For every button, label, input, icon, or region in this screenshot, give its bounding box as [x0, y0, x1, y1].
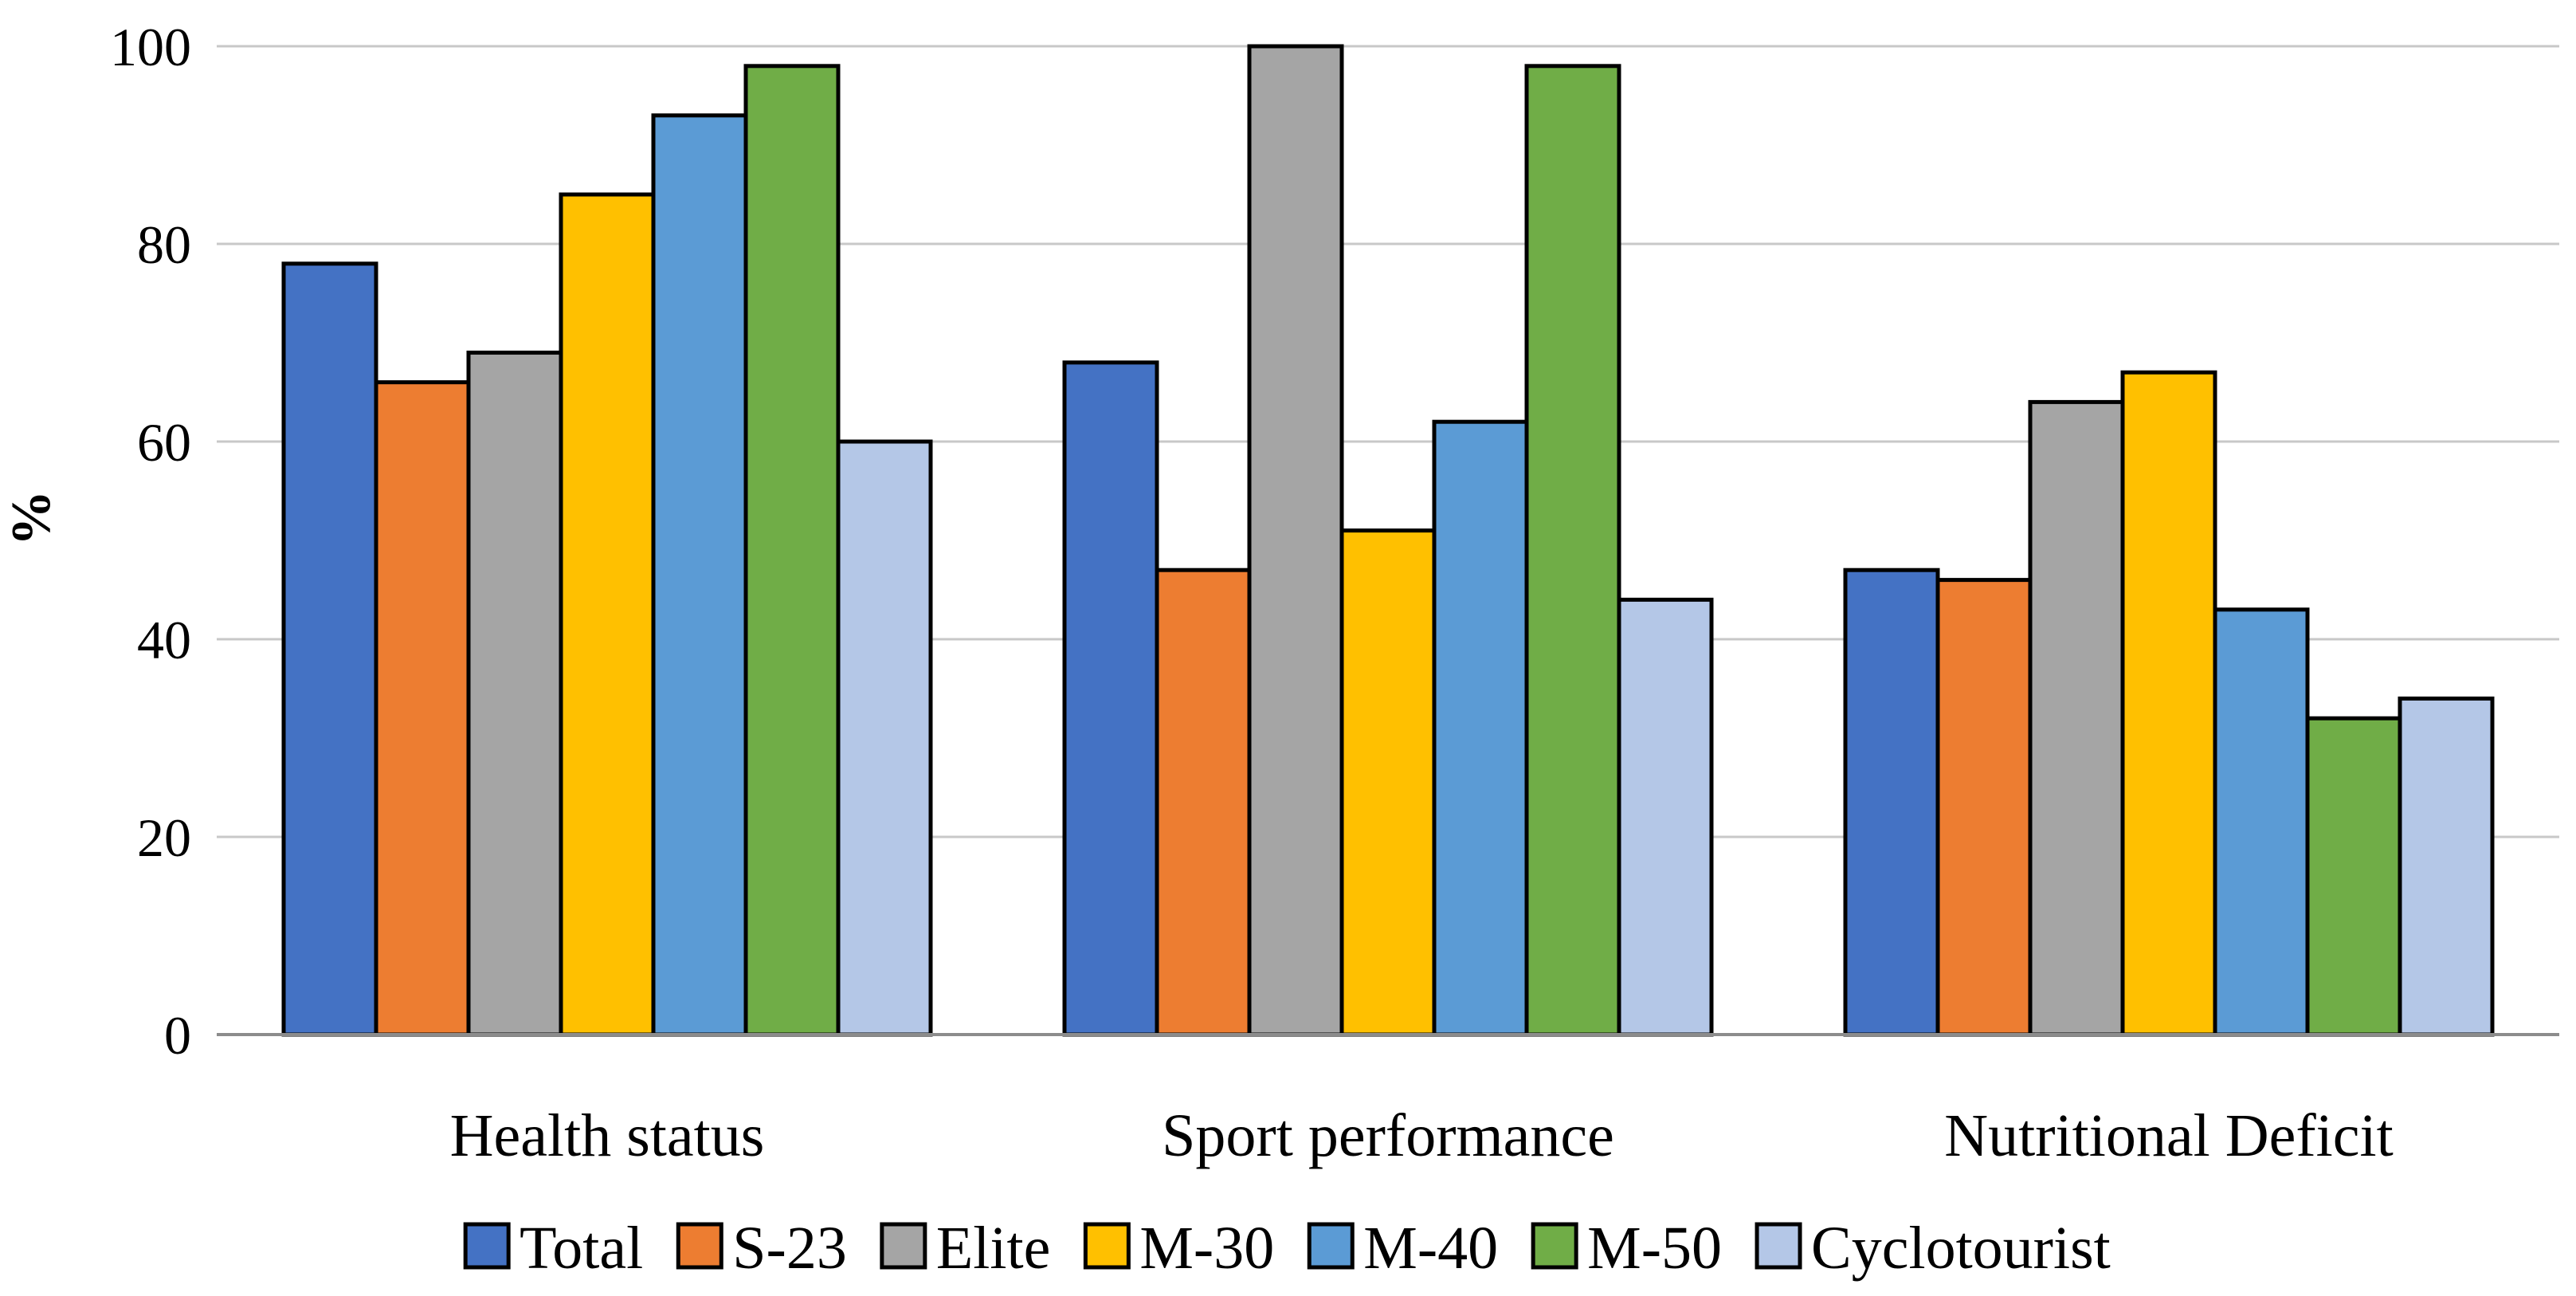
bar-s-23-2: [1155, 567, 1252, 1037]
legend-item: M-30: [1083, 1215, 1274, 1282]
bar-m-30-3: [2120, 370, 2217, 1037]
bar-cyclotourist-3: [2398, 696, 2495, 1037]
x-axis-categories: Health status Sport performance Nutritiona…: [450, 1102, 2394, 1169]
bar-m-50-3: [2305, 716, 2402, 1037]
legend-swatch: [1307, 1222, 1355, 1270]
bar-m-40-1: [651, 113, 748, 1037]
legend-label: M-30: [1139, 1215, 1274, 1282]
bar-elite-3: [2028, 399, 2125, 1037]
x-category-label: Health status: [450, 1102, 765, 1169]
bars: [281, 44, 2495, 1037]
legend-item: S-23: [676, 1215, 847, 1282]
y-axis-ticks: 0 20 40 60 80 100: [110, 17, 191, 1066]
legend-item: Elite: [880, 1215, 1051, 1282]
bar-cyclotourist-2: [1617, 597, 1714, 1037]
legend-swatch: [463, 1222, 511, 1270]
legend-label: S-23: [732, 1215, 847, 1282]
legend-item: M-50: [1531, 1215, 1722, 1282]
bar-total-1: [281, 261, 378, 1037]
legend-item: Cyclotourist: [1755, 1215, 2111, 1282]
legend-label: M-40: [1363, 1215, 1498, 1282]
bar-total-3: [1843, 567, 1940, 1037]
bar-cyclotourist-1: [836, 439, 933, 1037]
y-tick-label: 0: [164, 1005, 191, 1066]
bar-m-50-2: [1524, 64, 1621, 1037]
bar-elite-1: [466, 350, 563, 1037]
legend-item: Total: [463, 1215, 643, 1282]
legend-swatch: [1083, 1222, 1131, 1270]
bar-s-23-3: [1935, 578, 2033, 1037]
legend-item: M-40: [1307, 1215, 1498, 1282]
bar-m-30-2: [1339, 528, 1437, 1037]
y-tick-label: 40: [137, 610, 191, 670]
legend-swatch: [1755, 1222, 1802, 1270]
y-tick-label: 100: [110, 17, 191, 77]
bar-m-40-3: [2213, 607, 2310, 1037]
legend-swatch: [1531, 1222, 1578, 1270]
y-axis-label: %: [1, 490, 62, 546]
legend-label: Cyclotourist: [1811, 1215, 2111, 1282]
legend-swatch: [676, 1222, 723, 1270]
legend-label: M-50: [1587, 1215, 1722, 1282]
legend-label: Elite: [936, 1215, 1051, 1282]
bar-total-2: [1062, 360, 1159, 1037]
bar-m-40-2: [1432, 419, 1529, 1037]
y-tick-label: 60: [137, 412, 191, 473]
y-tick-label: 80: [137, 214, 191, 275]
legend-label: Total: [520, 1215, 643, 1282]
y-tick-label: 20: [137, 807, 191, 868]
bar-elite-2: [1247, 44, 1344, 1037]
bar-m-50-1: [743, 64, 841, 1037]
bar-m-30-1: [559, 192, 656, 1037]
legend-swatch: [880, 1222, 927, 1270]
x-category-label: Sport performance: [1162, 1102, 1614, 1169]
bar-s-23-1: [374, 380, 471, 1037]
legend: Total S-23 Elite M-30 M-40 M-50 Cyclotourist: [463, 1215, 2111, 1282]
x-category-label: Nutritional Deficit: [1944, 1102, 2394, 1169]
